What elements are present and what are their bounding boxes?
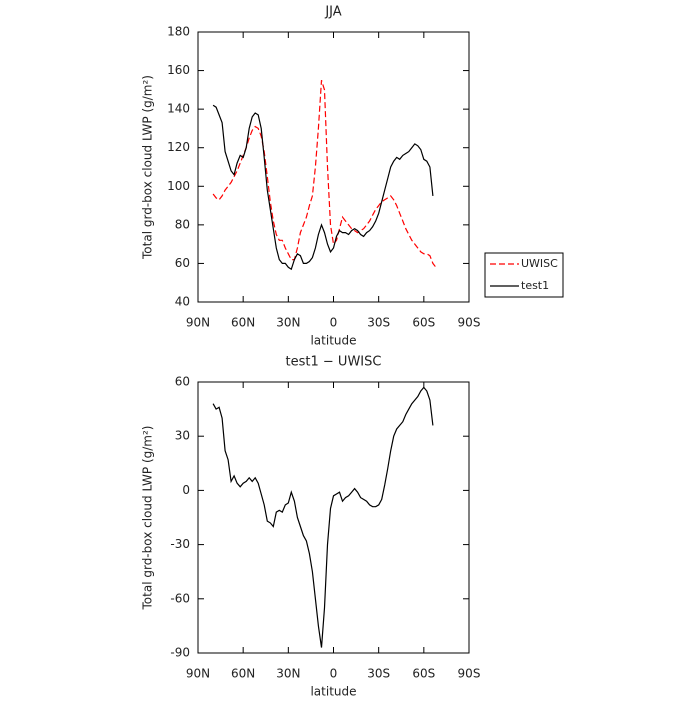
y-tick-label: -30 <box>170 537 190 551</box>
y-tick-label: 140 <box>167 102 190 116</box>
data-line <box>212 80 437 268</box>
plot-frame <box>197 31 470 303</box>
x-tick-label: 0 <box>330 667 338 681</box>
x-tick-label: 0 <box>330 316 338 330</box>
x-tick-label: 30N <box>276 667 300 681</box>
y-tick-label: 0 <box>182 483 190 497</box>
y-tick-label: 120 <box>167 140 190 154</box>
plot-frame <box>197 381 470 654</box>
x-tick-label: 30S <box>367 316 390 330</box>
x-axis-label: latitude <box>310 685 356 699</box>
x-tick-label: 30S <box>367 667 390 681</box>
x-axis-label: latitude <box>310 334 356 348</box>
x-tick-label: 60N <box>231 667 255 681</box>
data-line <box>212 104 434 271</box>
y-tick-label: 60 <box>175 375 190 389</box>
y-tick-label: 80 <box>175 217 190 231</box>
x-tick-label: 30N <box>276 316 300 330</box>
y-tick-label: 60 <box>175 256 190 270</box>
data-line <box>212 386 434 648</box>
y-tick-label: 100 <box>167 179 190 193</box>
x-tick-label: 90S <box>458 667 481 681</box>
chart-title: test1 − UWISC <box>286 355 382 370</box>
x-tick-label: 90N <box>186 316 210 330</box>
x-tick-label: 90S <box>458 316 481 330</box>
x-tick-label: 60S <box>412 316 435 330</box>
y-tick-label: -60 <box>170 591 190 605</box>
y-tick-label: 160 <box>167 63 190 77</box>
x-tick-label: 60S <box>412 667 435 681</box>
legend-frame <box>484 252 564 298</box>
chart-title: JJA <box>324 5 341 20</box>
y-axis-label: Total grd-box cloud LWP (g/m²) <box>141 75 155 260</box>
legend-label: UWISC <box>521 257 558 270</box>
y-tick-label: -90 <box>170 646 190 660</box>
y-axis-label: Total grd-box cloud LWP (g/m²) <box>141 426 155 611</box>
legend-label: test1 <box>521 279 549 292</box>
y-tick-label: 40 <box>175 295 190 309</box>
x-tick-label: 60N <box>231 316 255 330</box>
y-tick-label: 180 <box>167 25 190 39</box>
x-tick-label: 90N <box>186 667 210 681</box>
y-tick-label: 30 <box>175 429 190 443</box>
